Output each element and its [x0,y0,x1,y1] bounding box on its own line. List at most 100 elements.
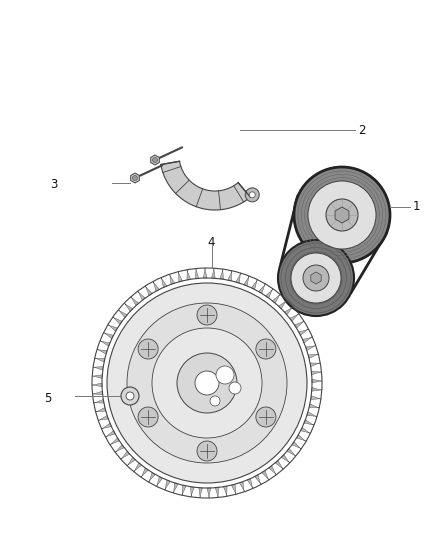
Polygon shape [207,488,211,498]
Circle shape [121,387,139,405]
Circle shape [127,303,287,463]
Polygon shape [309,404,319,408]
Polygon shape [94,399,104,403]
Polygon shape [311,395,321,399]
Polygon shape [151,155,159,165]
Polygon shape [215,487,219,497]
Polygon shape [294,321,304,328]
Circle shape [229,382,241,394]
Polygon shape [115,445,124,453]
Polygon shape [312,379,322,383]
Circle shape [138,339,158,359]
Polygon shape [275,461,283,469]
Polygon shape [141,468,148,478]
Polygon shape [266,289,273,298]
Polygon shape [127,457,135,466]
Polygon shape [148,473,155,482]
Circle shape [177,353,237,413]
Polygon shape [103,333,113,338]
Polygon shape [138,291,145,300]
Polygon shape [102,423,112,429]
Polygon shape [131,297,139,305]
Polygon shape [284,306,293,315]
Circle shape [278,240,354,316]
Polygon shape [95,358,105,362]
Polygon shape [244,276,249,286]
Polygon shape [335,207,349,223]
Polygon shape [254,475,261,484]
Polygon shape [169,274,175,284]
Circle shape [195,371,219,395]
Circle shape [126,392,134,400]
Polygon shape [92,391,102,395]
Circle shape [308,181,376,249]
Polygon shape [165,480,170,490]
Polygon shape [145,286,152,295]
Text: 3: 3 [50,179,57,191]
Polygon shape [307,412,317,417]
Circle shape [152,157,158,163]
Text: 4: 4 [207,236,215,248]
Polygon shape [279,300,287,309]
Polygon shape [191,487,194,497]
Polygon shape [108,325,117,332]
Polygon shape [290,313,299,321]
Polygon shape [259,284,265,294]
Polygon shape [251,279,258,289]
Polygon shape [161,161,251,210]
Polygon shape [124,303,133,311]
Polygon shape [92,375,102,378]
Polygon shape [269,466,276,475]
Polygon shape [199,488,202,498]
Polygon shape [121,451,130,459]
Polygon shape [173,483,178,493]
Polygon shape [311,272,321,284]
Polygon shape [236,273,241,283]
Polygon shape [118,310,127,318]
Polygon shape [262,471,269,480]
Polygon shape [131,173,139,183]
Polygon shape [306,345,316,351]
Polygon shape [304,419,314,425]
Polygon shape [98,415,108,421]
Polygon shape [182,485,186,495]
Circle shape [245,188,259,202]
Polygon shape [187,270,191,280]
Polygon shape [178,272,183,282]
Polygon shape [195,269,199,279]
Polygon shape [240,482,245,492]
Polygon shape [303,337,313,343]
Circle shape [197,305,217,325]
Polygon shape [212,268,215,278]
Circle shape [249,192,255,198]
Circle shape [256,407,276,427]
Circle shape [294,167,390,263]
Polygon shape [100,341,110,346]
Text: 5: 5 [44,392,51,405]
Polygon shape [292,442,301,449]
Circle shape [303,265,329,291]
Circle shape [138,407,158,427]
Circle shape [216,366,234,384]
Polygon shape [272,294,280,303]
Circle shape [326,199,358,231]
Polygon shape [106,431,115,437]
Polygon shape [228,271,232,281]
Polygon shape [156,477,162,487]
Polygon shape [110,438,120,445]
Polygon shape [299,329,309,335]
Polygon shape [300,427,311,434]
Polygon shape [161,278,167,287]
Polygon shape [223,486,227,496]
Polygon shape [134,463,141,472]
Circle shape [152,328,262,438]
Polygon shape [113,317,122,324]
Polygon shape [95,408,106,412]
Polygon shape [287,448,296,456]
Polygon shape [281,455,290,463]
Polygon shape [310,363,320,367]
Polygon shape [153,281,159,291]
Polygon shape [297,435,306,441]
Polygon shape [232,484,236,495]
Text: 2: 2 [358,124,365,136]
